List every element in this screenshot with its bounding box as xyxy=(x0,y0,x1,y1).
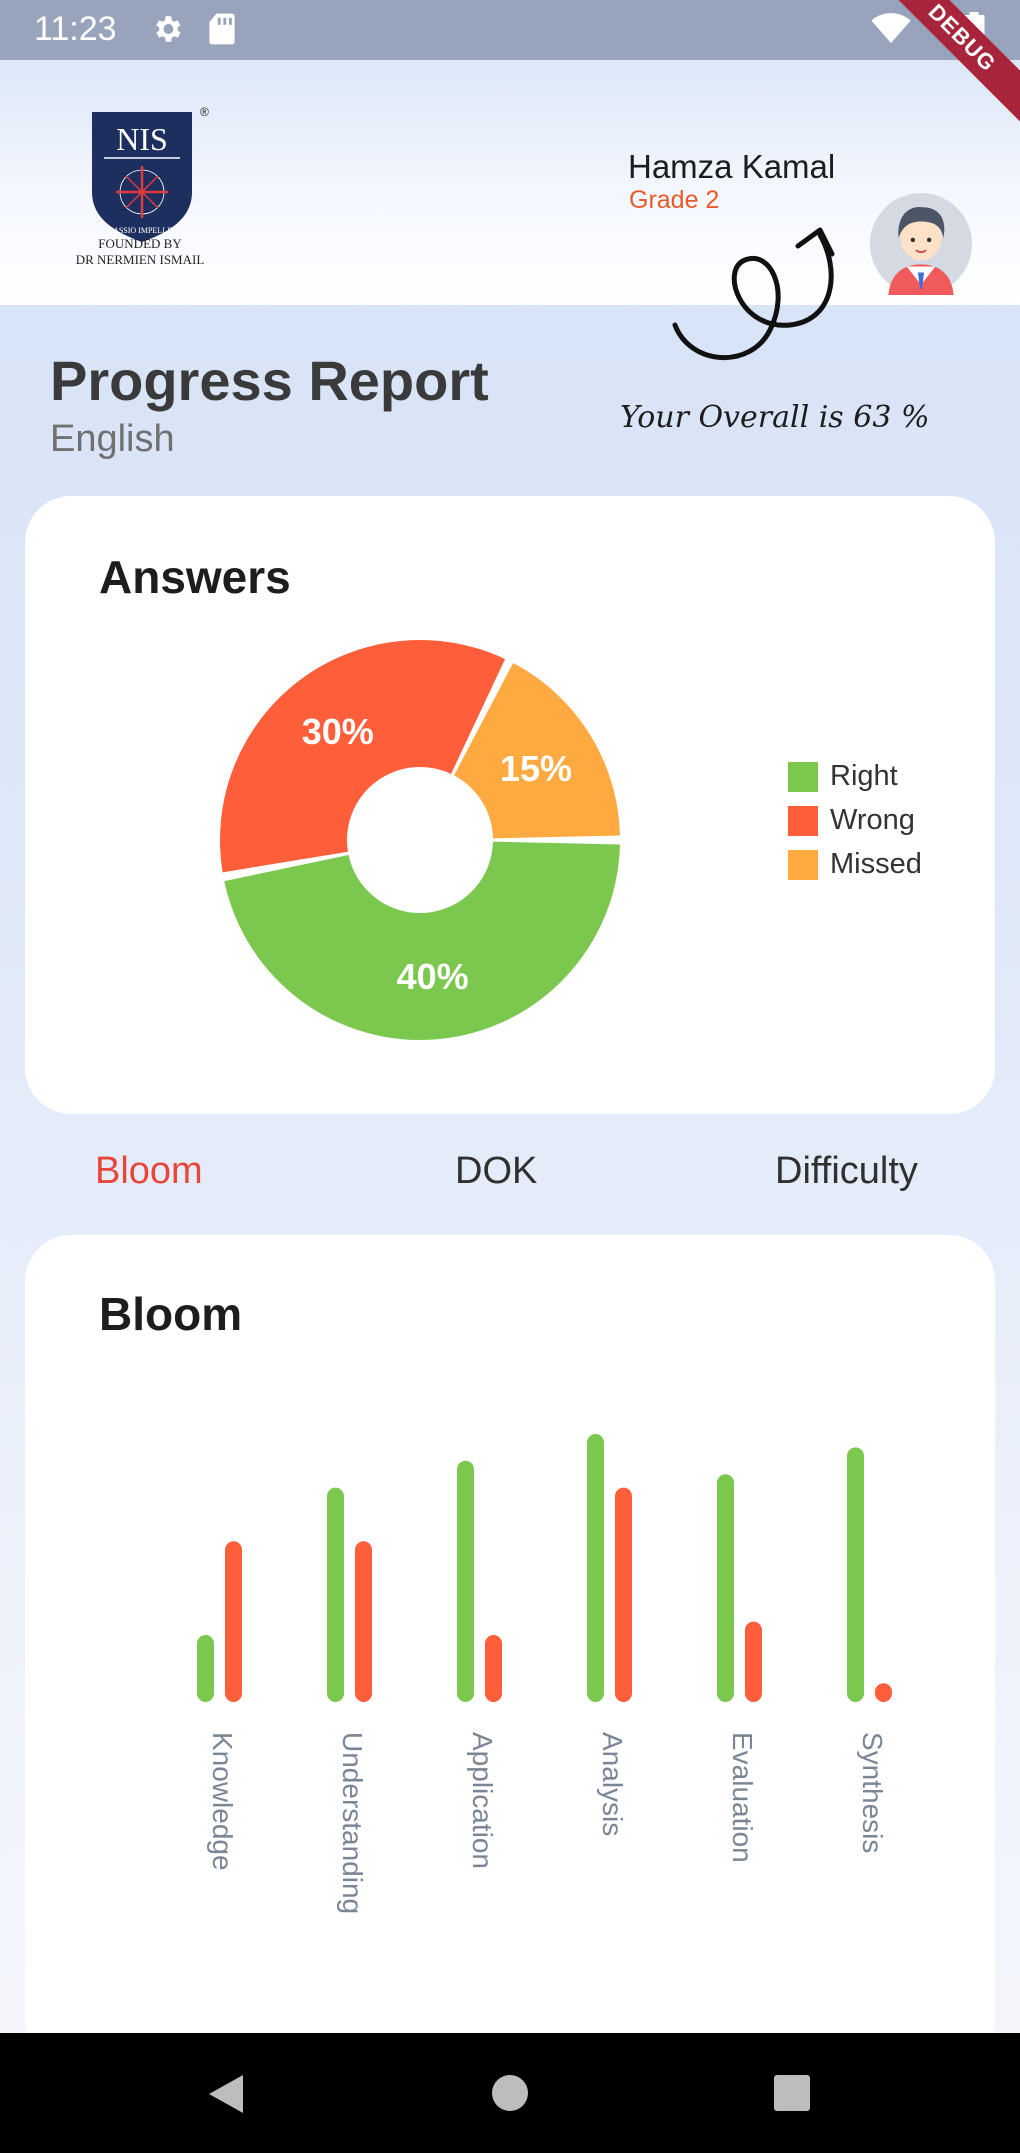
subject-name: English xyxy=(50,418,175,460)
user-name: Hamza Kamal xyxy=(628,148,836,185)
back-icon[interactable] xyxy=(205,2073,245,2115)
school-logo: NIS PASSIO IMPELLIT ® xyxy=(92,105,209,242)
avatar[interactable] xyxy=(870,193,972,295)
bar-evaluation-wrong xyxy=(745,1621,762,1702)
pie-slice-wrong xyxy=(220,640,506,873)
legend-swatch-missed xyxy=(788,850,818,880)
tab-bloom[interactable]: Bloom xyxy=(95,1150,203,1192)
bloom-card: Bloom xyxy=(25,1235,995,2065)
bar-understanding-wrong xyxy=(355,1541,372,1702)
logo-founded-by: FOUNDED BY DR NERMIEN ISMAIL xyxy=(50,236,230,268)
recents-icon[interactable] xyxy=(773,2074,811,2112)
bar-knowledge-wrong xyxy=(225,1541,242,1702)
bloom-card-title: Bloom xyxy=(99,1288,243,1340)
gear-icon xyxy=(156,16,181,42)
sd-card-icon xyxy=(209,13,235,45)
legend-swatch-right xyxy=(788,762,818,792)
wifi-icon xyxy=(871,13,911,43)
pie-label-right: 40% xyxy=(397,956,469,997)
x-tick-label-evaluation: Evaluation xyxy=(727,1732,758,1863)
bar-application-right xyxy=(457,1460,474,1702)
legend-swatch-wrong xyxy=(788,806,818,836)
pie-label-missed: 15% xyxy=(500,748,572,789)
bar-evaluation-right xyxy=(717,1474,734,1702)
overall-score: Your Overall is 63 % xyxy=(620,400,930,435)
logo-motto: PASSIO IMPELLIT xyxy=(109,226,174,235)
bar-analysis-right xyxy=(587,1434,604,1702)
system-navigation-bar xyxy=(0,2033,1020,2153)
pie-slice-missed xyxy=(454,663,620,839)
user-grade: Grade 2 xyxy=(629,186,720,214)
swirl-arrow-decoration xyxy=(672,227,835,361)
logo-monogram: NIS xyxy=(116,121,168,157)
founded-line-2: DR NERMIEN ISMAIL xyxy=(75,252,205,267)
answers-card-title: Answers xyxy=(99,551,291,603)
legend-label-wrong: Wrong xyxy=(830,804,915,836)
registered-mark: ® xyxy=(200,105,209,119)
x-tick-label-knowledge: Knowledge xyxy=(207,1732,238,1871)
bar-synthesis-right xyxy=(847,1447,864,1702)
bar-analysis-wrong xyxy=(615,1487,632,1702)
legend-label-right: Right xyxy=(830,760,898,792)
status-bar: 11:23 xyxy=(0,0,1020,60)
answers-donut-chart: 40% 30% 15% xyxy=(220,640,620,1040)
bar-application-wrong xyxy=(485,1635,502,1702)
category-tabs: Bloom DOK Difficulty xyxy=(0,1150,1020,1200)
tab-difficulty[interactable]: Difficulty xyxy=(775,1150,918,1192)
x-tick-label-understanding: Understanding xyxy=(337,1732,368,1914)
pie-slice-right xyxy=(224,841,620,1040)
tab-dok[interactable]: DOK xyxy=(455,1150,538,1192)
profile-header: NIS PASSIO IMPELLIT ® FOUNDED BY DR NERM… xyxy=(0,60,1020,305)
status-time: 11:23 xyxy=(34,10,117,48)
bar-understanding-right xyxy=(327,1487,344,1702)
x-tick-label-application: Application xyxy=(467,1732,498,1869)
pie-label-wrong: 30% xyxy=(302,711,374,752)
bar-synthesis-wrong xyxy=(875,1683,892,1702)
x-tick-label-synthesis: Synthesis xyxy=(857,1732,888,1853)
legend-label-missed: Missed xyxy=(830,848,922,880)
founded-line-1: FOUNDED BY xyxy=(98,236,182,251)
bar-knowledge-right xyxy=(197,1635,214,1702)
page-title: Progress Report xyxy=(50,349,489,412)
bloom-bar-chart: Knowledge Understanding Application Analysi… xyxy=(197,1434,892,1914)
x-tick-label-analysis: Analysis xyxy=(597,1732,628,1836)
home-icon[interactable] xyxy=(490,2073,530,2113)
